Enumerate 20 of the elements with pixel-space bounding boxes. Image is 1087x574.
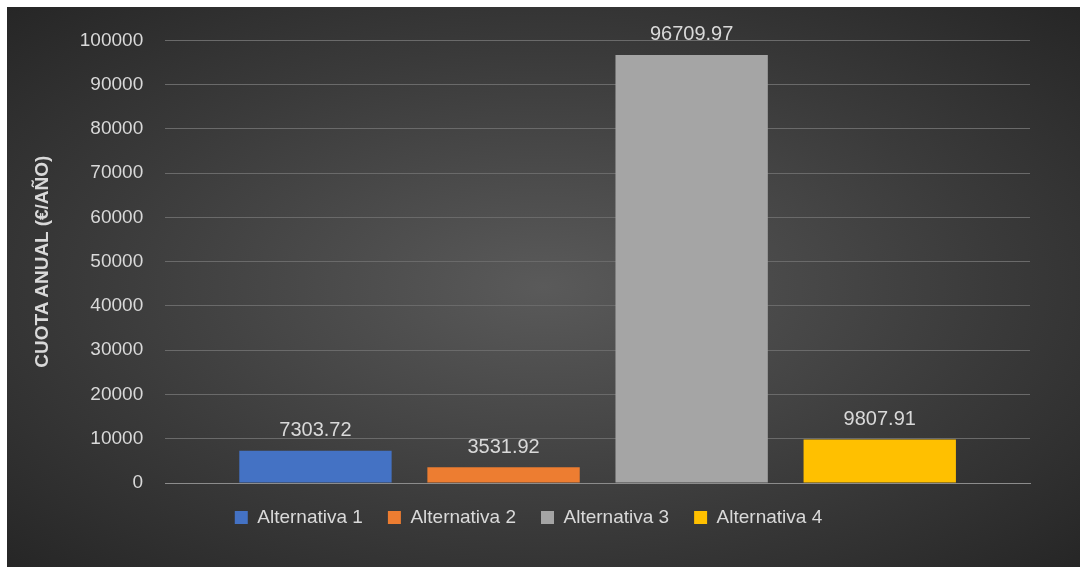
y-tick-label: 10000 bbox=[90, 426, 144, 448]
data-label: 9807.91 bbox=[843, 407, 916, 430]
y-tick-label: 30000 bbox=[90, 338, 144, 360]
legend-label: Alternativa 2 bbox=[410, 505, 517, 527]
y-axis-title: CUOTA ANUAL (€/AÑO) bbox=[30, 155, 52, 368]
y-tick-label: 0 bbox=[132, 471, 144, 493]
y-tick-label: 50000 bbox=[90, 249, 144, 271]
y-tick-label: 80000 bbox=[90, 117, 144, 139]
legend-label: Alternativa 1 bbox=[257, 505, 363, 527]
y-tick-label: 100000 bbox=[79, 28, 144, 50]
y-tick-label: 40000 bbox=[90, 294, 144, 316]
data-label: 7303.72 bbox=[279, 418, 352, 441]
data-label: 3531.92 bbox=[467, 434, 540, 457]
legend-label: Alternativa 3 bbox=[563, 505, 670, 527]
y-tick-label: 20000 bbox=[90, 382, 144, 404]
y-tick-label: 70000 bbox=[90, 161, 144, 183]
data-label: 96709.97 bbox=[649, 22, 734, 45]
legend-label: Alternativa 4 bbox=[716, 505, 823, 527]
y-tick-label: 90000 bbox=[90, 72, 144, 94]
y-tick-label: 60000 bbox=[90, 205, 144, 227]
